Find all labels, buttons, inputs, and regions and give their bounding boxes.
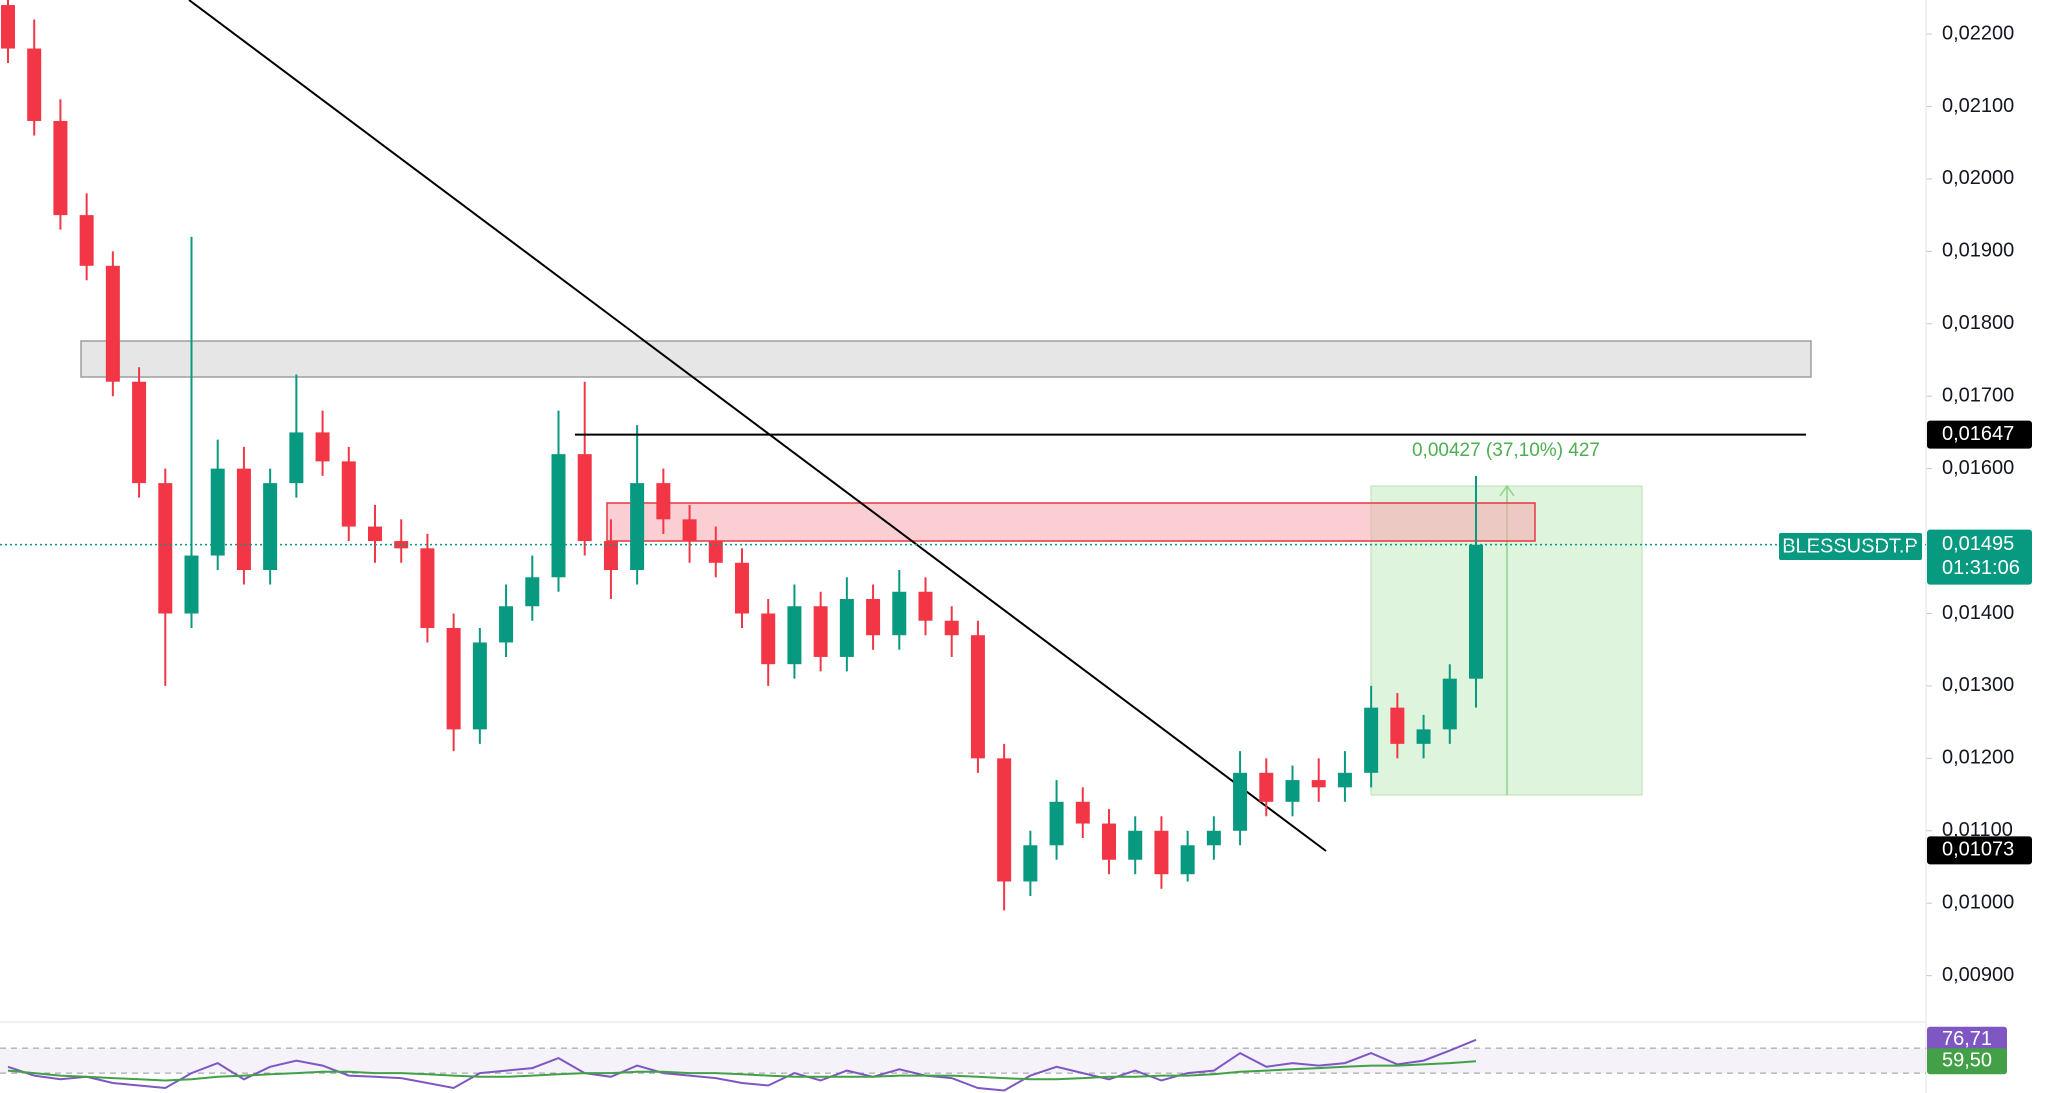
candle-body xyxy=(708,541,723,563)
price-tag-label: 0,01647 xyxy=(1942,423,2014,445)
candle-body xyxy=(603,541,618,571)
candle-body xyxy=(551,454,566,578)
candle-body xyxy=(210,468,225,556)
candle-body xyxy=(1311,780,1326,788)
candle-body xyxy=(1364,707,1379,773)
candle-body xyxy=(1390,707,1405,744)
candle-body xyxy=(1075,801,1090,824)
candle-body xyxy=(735,562,749,614)
candle-body xyxy=(1469,544,1483,679)
last-price-tag xyxy=(1927,529,2032,585)
measure-label: 0,00427 (37,10%) 427 xyxy=(1412,440,1600,461)
candle-body xyxy=(27,48,42,121)
y-tick-label: 0,01400 xyxy=(1942,602,2014,624)
candle-body xyxy=(53,120,68,216)
resistance-zone xyxy=(80,340,1812,378)
price-tag-label: 0,01073 xyxy=(1942,839,2014,861)
candle-body xyxy=(1442,678,1457,730)
rsi-tag xyxy=(1927,1048,2007,1075)
candle-body xyxy=(1206,830,1221,846)
y-tick-label: 0,01100 xyxy=(1942,819,2013,841)
rsi-tag-label: 76,71 xyxy=(1942,1028,1992,1050)
y-tick-label: 0,01000 xyxy=(1942,891,2014,913)
candle-body xyxy=(1128,830,1143,860)
candle-body xyxy=(368,526,382,542)
trend-line xyxy=(188,0,1327,852)
candle-body xyxy=(1154,830,1169,875)
candle-body xyxy=(289,432,304,484)
candle-body xyxy=(1049,801,1064,846)
measure-arrow-head xyxy=(1499,484,1515,497)
candle-body xyxy=(525,577,540,607)
y-tick-label: 0,01900 xyxy=(1942,240,2014,262)
candle-body xyxy=(184,555,199,614)
candle-body xyxy=(892,591,907,636)
drawings xyxy=(80,0,1812,852)
candle-body xyxy=(761,613,776,665)
candle-body xyxy=(236,468,251,571)
y-tick-label: 0,02000 xyxy=(1942,167,2014,189)
candle-body xyxy=(1023,845,1038,882)
candle-body xyxy=(1337,772,1352,788)
candle-body xyxy=(656,483,671,520)
candles xyxy=(1,0,1483,911)
y-tick-label: 0,02100 xyxy=(1942,95,2014,117)
candle-body xyxy=(158,483,173,614)
supply-zone xyxy=(606,502,1536,542)
candle-body xyxy=(1416,729,1431,744)
candle-body xyxy=(866,599,881,636)
candle-body xyxy=(1102,823,1116,860)
candle-body xyxy=(1,5,15,49)
symbol-label: BLESSUSDT.P xyxy=(1782,535,1918,557)
y-tick-label: 0,02200 xyxy=(1942,22,2014,44)
candle-body xyxy=(446,627,461,730)
rsi-line xyxy=(7,1060,1477,1082)
candle-body xyxy=(970,635,985,759)
candle-body xyxy=(263,483,278,571)
price-tag xyxy=(1927,420,2032,449)
y-tick-label: 0,00900 xyxy=(1942,964,2014,986)
candle-body xyxy=(839,599,854,657)
candle-body xyxy=(1259,772,1274,802)
candle-body xyxy=(944,620,959,636)
candle-body xyxy=(499,606,514,643)
countdown-label: 01:31:06 xyxy=(1942,557,2020,579)
candle-body xyxy=(472,642,487,730)
y-tick-label: 0,01300 xyxy=(1942,674,2014,696)
candle-body xyxy=(682,519,697,542)
candle-body xyxy=(813,606,828,657)
last-price-label: 0,01495 xyxy=(1942,533,2014,555)
candle-body xyxy=(787,606,802,665)
candle-body xyxy=(1180,845,1195,875)
candle-body xyxy=(918,591,933,621)
y-tick-label: 0,01700 xyxy=(1942,384,2014,406)
candle-body xyxy=(420,548,435,628)
candle-body xyxy=(997,758,1012,882)
price-tag xyxy=(1927,836,2032,865)
candle-body xyxy=(1285,780,1300,802)
candle-body xyxy=(132,381,147,484)
y-tick-label: 0,01800 xyxy=(1942,312,2014,334)
candle-body xyxy=(341,461,356,527)
candle-body xyxy=(630,483,645,571)
candle-body xyxy=(577,454,592,542)
rsi-tag xyxy=(1927,1026,2007,1053)
candle-body xyxy=(105,265,120,382)
y-tick-label: 0,01600 xyxy=(1942,457,2014,479)
rsi-tag-label: 59,50 xyxy=(1942,1050,1992,1072)
candle-body xyxy=(1233,772,1248,831)
candle-body xyxy=(79,215,94,266)
rsi-band xyxy=(0,1048,1926,1074)
symbol-tag xyxy=(1779,533,1922,560)
candle-body xyxy=(315,432,330,462)
y-tick-label: 0,01200 xyxy=(1942,747,2014,769)
